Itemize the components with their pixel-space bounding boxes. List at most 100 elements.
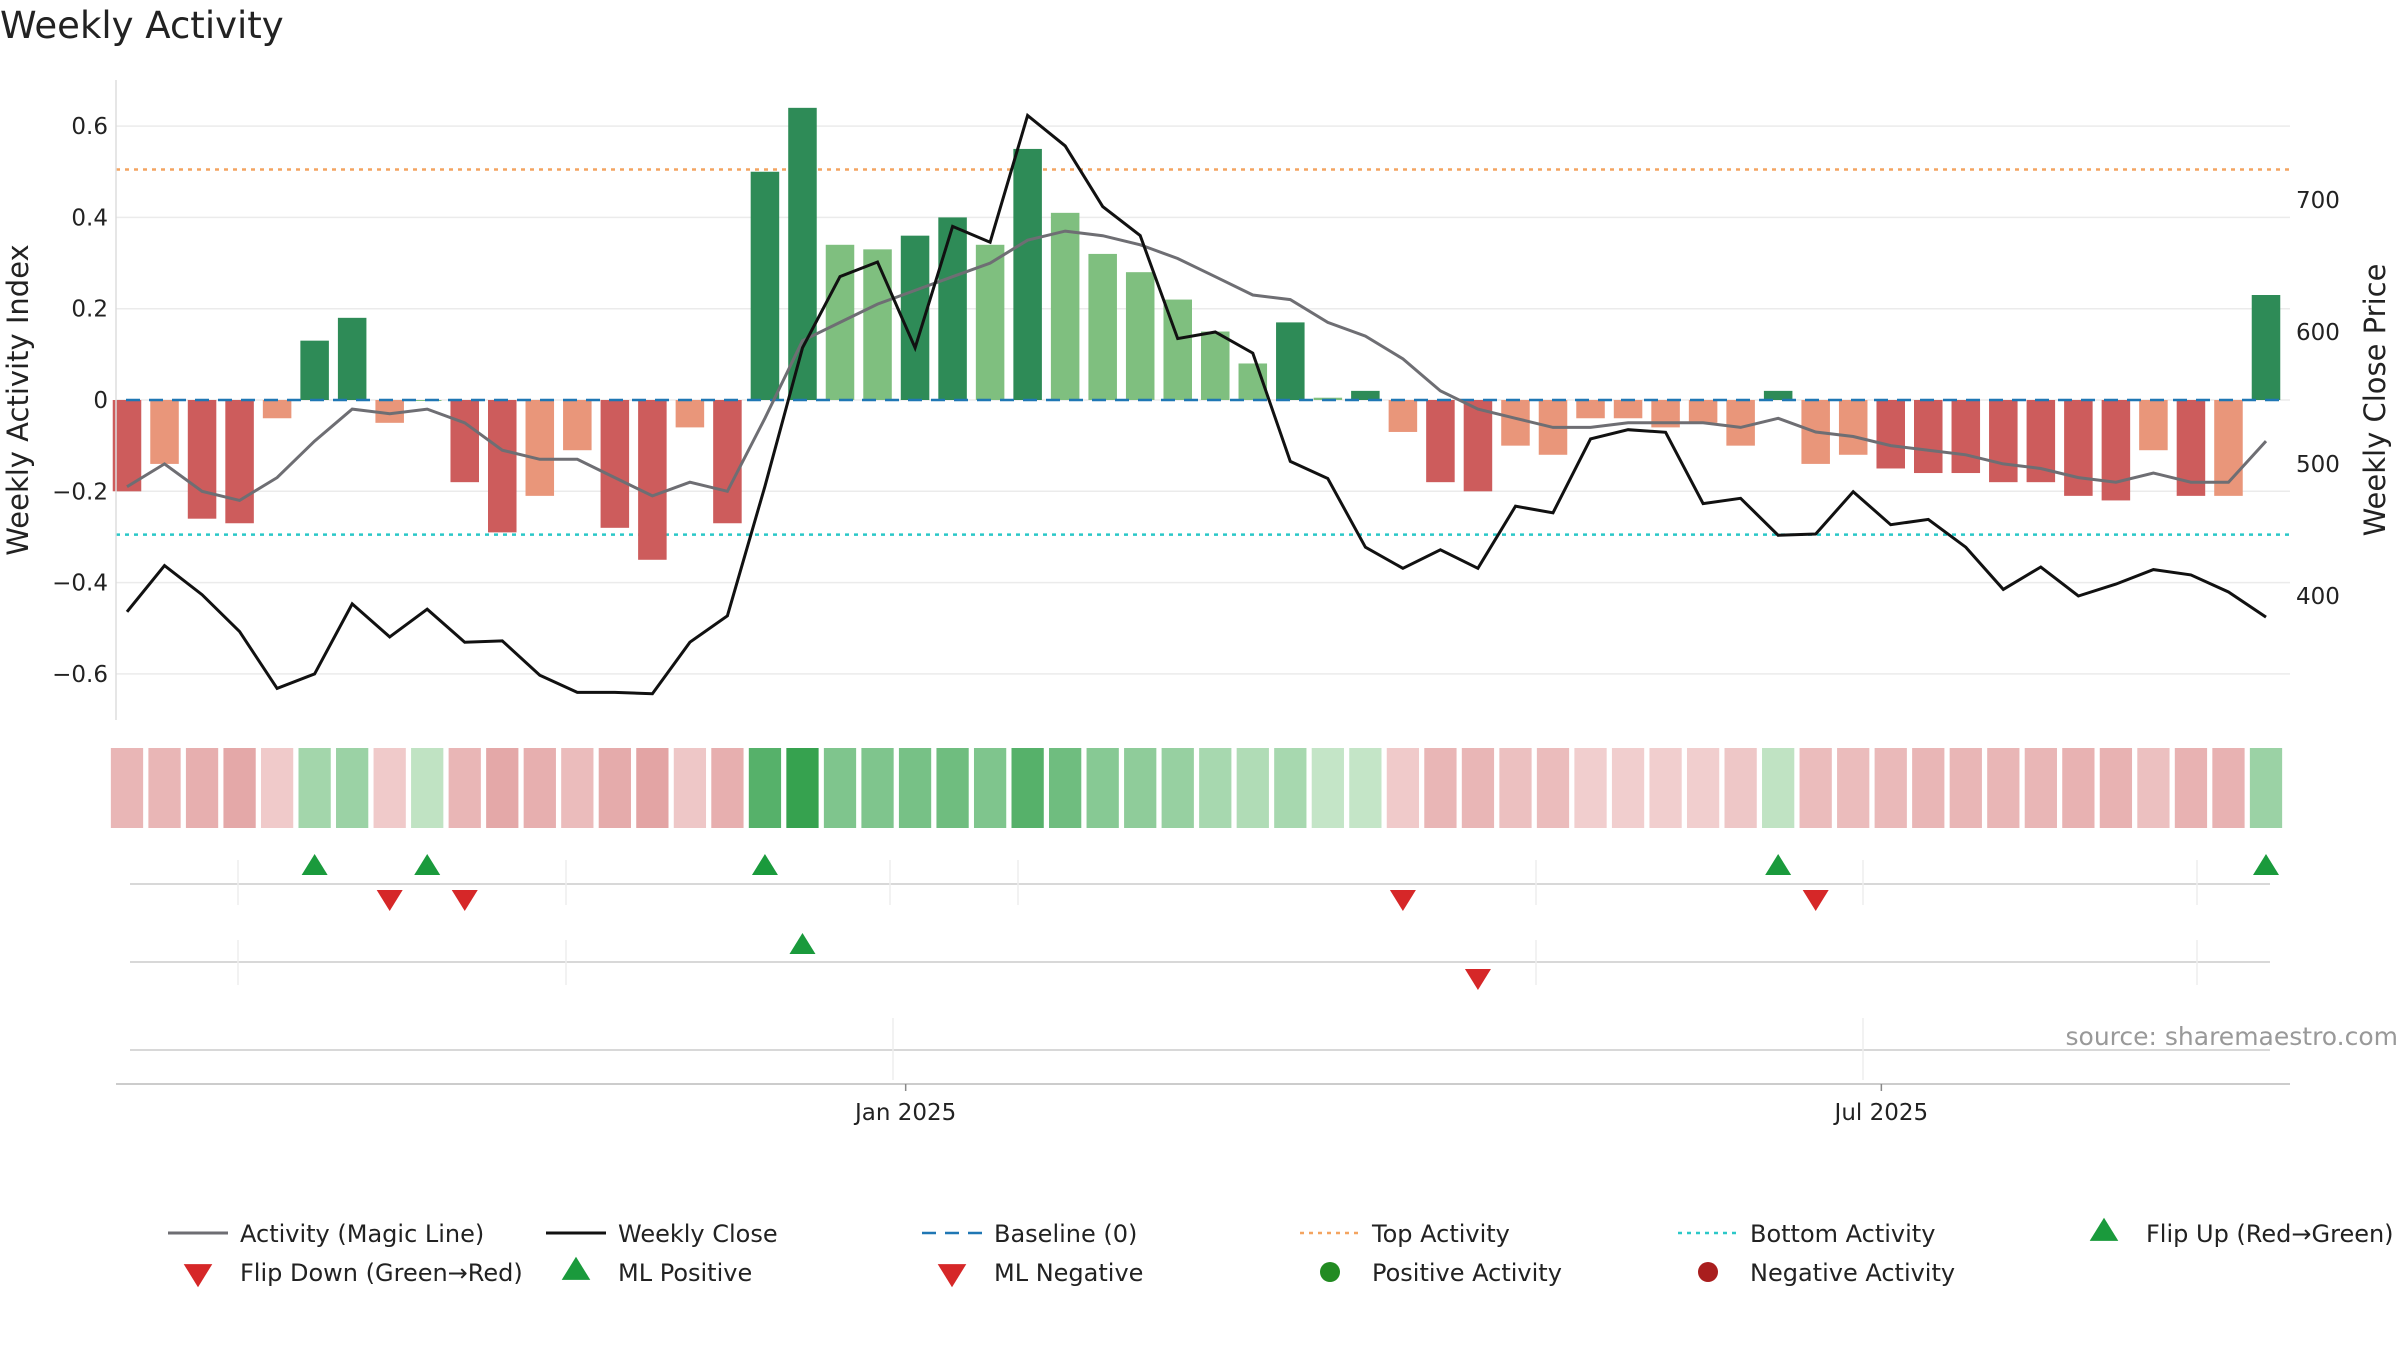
flip-up-marker: [301, 854, 328, 875]
heat-strip-cell: [1424, 748, 1457, 828]
heat-strip-cell: [598, 748, 631, 828]
legend-swatch: [1698, 1262, 1718, 1282]
activity-bar: [488, 400, 517, 533]
heat-strip-cell: [1124, 748, 1157, 828]
flip-up-marker: [751, 854, 778, 875]
legend-item: ML Positive: [561, 1256, 752, 1287]
heat-strip-cell: [1987, 748, 2020, 828]
heat-strip-cell: [1762, 748, 1795, 828]
heat-strip-cell: [1011, 748, 1044, 828]
legend-label: Bottom Activity: [1750, 1220, 1935, 1248]
activity-bar: [675, 400, 705, 428]
heat-strip-cell: [2212, 748, 2245, 828]
activity-bar: [750, 171, 780, 400]
activity-bar: [2139, 400, 2168, 451]
heat-strip-cell: [1499, 748, 1532, 828]
heat-strip-cell: [898, 748, 932, 828]
legend-item: Weekly Close: [546, 1220, 778, 1248]
activity-bar: [2101, 400, 2131, 501]
activity-bar: [2064, 400, 2093, 496]
activity-bar: [1388, 400, 1418, 432]
y-tick-label: −0.2: [52, 479, 108, 505]
heat-strip-cell: [2137, 748, 2170, 828]
y2-tick-label: 400: [2296, 584, 2340, 610]
flip-down-marker: [451, 890, 478, 911]
heat-strip-cell: [636, 748, 669, 828]
activity-bar: [1276, 322, 1305, 400]
heat-strip-cell: [2024, 748, 2057, 828]
heat-strip-cell: [1386, 748, 1420, 828]
legend-label: Weekly Close: [618, 1220, 778, 1248]
legend-item: ML Negative: [937, 1259, 1143, 1288]
activity-bar: [1050, 212, 1080, 400]
legend-swatch: [937, 1264, 967, 1288]
activity-bar: [563, 400, 592, 451]
activity-bar: [337, 317, 367, 400]
y2-tick-label: 500: [2296, 452, 2340, 478]
heat-strip-cell: [1536, 748, 1570, 828]
legend-item: Top Activity: [1300, 1220, 1510, 1248]
heat-strip: [110, 748, 2283, 828]
left-axis: −0.6 −0.4 −0.2 0 0.2 0.4 0.6: [52, 80, 117, 720]
legend-label: Flip Down (Green→Red): [240, 1259, 523, 1287]
heat-strip-cell: [1837, 748, 1870, 828]
heat-strip-cell: [1461, 748, 1495, 828]
activity-bar: [1763, 390, 1793, 400]
legend-swatch: [183, 1264, 213, 1288]
y2-tick-label: 600: [2296, 320, 2340, 346]
legend-item: Flip Down (Green→Red): [183, 1259, 523, 1288]
ml-negative-marker: [1464, 969, 1491, 990]
legend-label: Flip Up (Red→Green): [2146, 1220, 2394, 1248]
legend-label: Top Activity: [1371, 1220, 1510, 1248]
activity-bar: [375, 400, 404, 423]
heat-strip-cell: [1949, 748, 1982, 828]
activity-bar: [1426, 400, 1455, 483]
legend-item: Negative Activity: [1698, 1259, 1955, 1287]
heat-strip-cell: [1161, 748, 1194, 828]
legend-item: Bottom Activity: [1678, 1220, 1935, 1248]
activity-bar: [1613, 400, 1643, 419]
legend-label: Negative Activity: [1750, 1259, 1955, 1287]
activity-bar: [1351, 390, 1380, 400]
activity-bar: [112, 400, 142, 492]
y-axis-label: Weekly Activity Index: [1, 244, 35, 555]
activity-bar: [450, 400, 479, 483]
activity-bar: [150, 400, 179, 464]
activity-bar: [225, 400, 254, 524]
heat-strip-cell: [2249, 748, 2283, 828]
heat-strip-cell: [1199, 748, 1232, 828]
chart-title: Weekly Activity: [0, 4, 284, 47]
flip-up-marker: [1765, 854, 1792, 875]
heat-strip-cell: [561, 748, 594, 828]
heat-strip-cell: [110, 748, 144, 828]
heat-strip-cell: [1574, 748, 1607, 828]
activity-bar: [1088, 253, 1117, 400]
heat-strip-cell: [1686, 748, 1720, 828]
legend-label: ML Negative: [994, 1259, 1143, 1287]
heat-strip-cell: [1724, 748, 1757, 828]
heat-strip-cell: [1349, 748, 1382, 828]
heat-strip-cell: [673, 748, 707, 828]
heat-strip-cell: [786, 748, 819, 828]
heat-strip-cell: [1799, 748, 1832, 828]
weekly-close-series: [125, 112, 2267, 696]
activity-bar: [1838, 400, 1868, 455]
right-axis: 400 500 600 700: [2296, 188, 2340, 610]
legend-item: Positive Activity: [1320, 1259, 1562, 1287]
flip-down-marker: [376, 890, 403, 911]
activity-bar: [1726, 400, 1755, 446]
heat-strip-cell: [373, 748, 406, 828]
heat-strip-cell: [1311, 748, 1344, 828]
heat-strip-cell: [448, 748, 481, 828]
heat-strip-cell: [1274, 748, 1307, 828]
heat-strip-cell: [748, 748, 782, 828]
heat-strip-cell: [1912, 748, 1945, 828]
heat-strip-cell: [411, 748, 444, 828]
heat-strip-cell: [1049, 748, 1082, 828]
heat-strip-cell: [2099, 748, 2133, 828]
heat-strip-cell: [1649, 748, 1682, 828]
legend-swatch: [2089, 1217, 2119, 1241]
y-tick-label: −0.6: [52, 662, 108, 688]
heat-strip-cell: [1086, 748, 1119, 828]
